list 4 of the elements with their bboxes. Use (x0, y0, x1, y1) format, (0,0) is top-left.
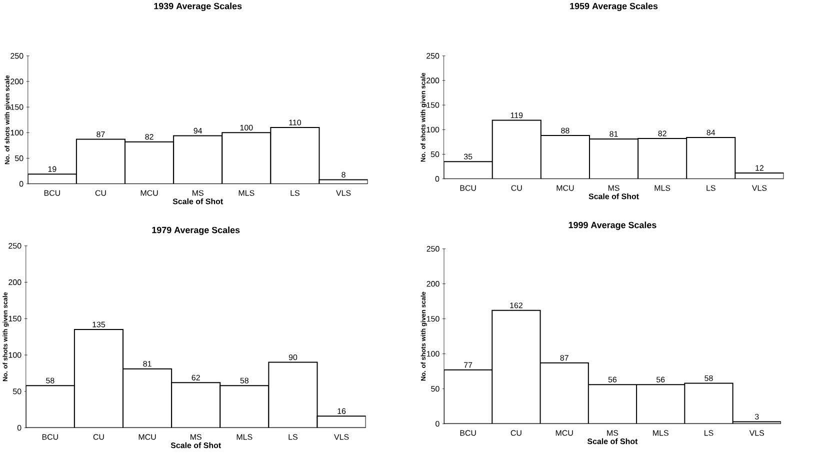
chart-title: 1959 Average Scales (570, 2, 658, 12)
chart-title: 1999 Average Scales (568, 222, 656, 230)
chart-title: 1979 Average Scales (152, 226, 240, 236)
chart-title: 1939 Average Scales (154, 2, 242, 12)
